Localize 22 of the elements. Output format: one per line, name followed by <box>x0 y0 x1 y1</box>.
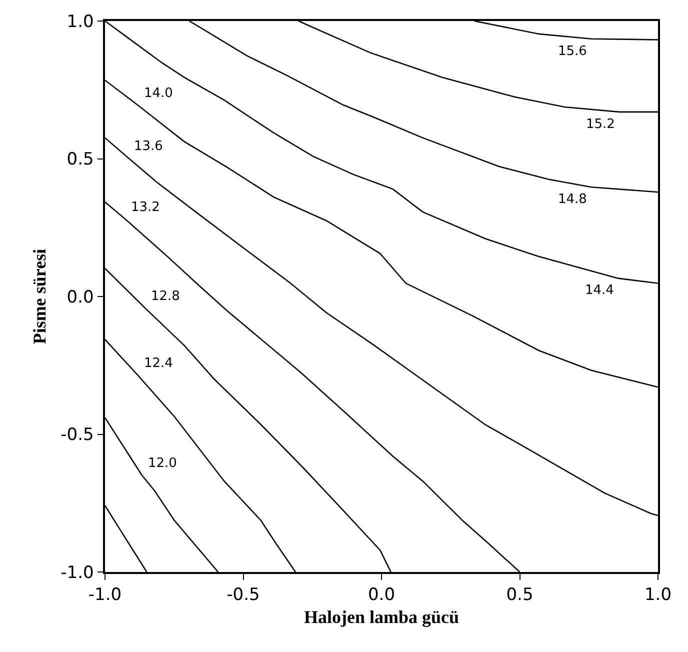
x-tick-label: -0.5 <box>226 585 260 606</box>
y-tick-label: 0.0 <box>66 287 94 308</box>
series-label: 12.8 <box>151 289 180 304</box>
series-label: 14.4 <box>585 283 614 298</box>
x-tick-label: 0.5 <box>506 585 534 606</box>
series-label: 13.6 <box>134 139 163 154</box>
series-label: 15.2 <box>586 117 615 132</box>
x-tick-label: 1.0 <box>644 585 672 606</box>
series-label: 12.4 <box>144 356 173 371</box>
series-label: 14.8 <box>558 192 587 207</box>
y-axis-title: Pisme süresi <box>29 248 50 344</box>
x-tick-label: -1.0 <box>88 585 122 606</box>
y-tick-label: -1.0 <box>60 562 94 583</box>
series-label: 14.0 <box>144 86 173 101</box>
series-label: 15.6 <box>558 44 587 59</box>
series-label: 12.0 <box>148 456 177 471</box>
y-tick-label: -0.5 <box>60 425 94 446</box>
x-tick-label: 0.0 <box>368 585 396 606</box>
y-tick-label: 1.0 <box>66 12 94 32</box>
series-label: 13.2 <box>131 200 160 215</box>
y-tick-label: 0.5 <box>66 150 94 170</box>
x-axis-title: Halojen lamba gücü <box>304 606 460 627</box>
